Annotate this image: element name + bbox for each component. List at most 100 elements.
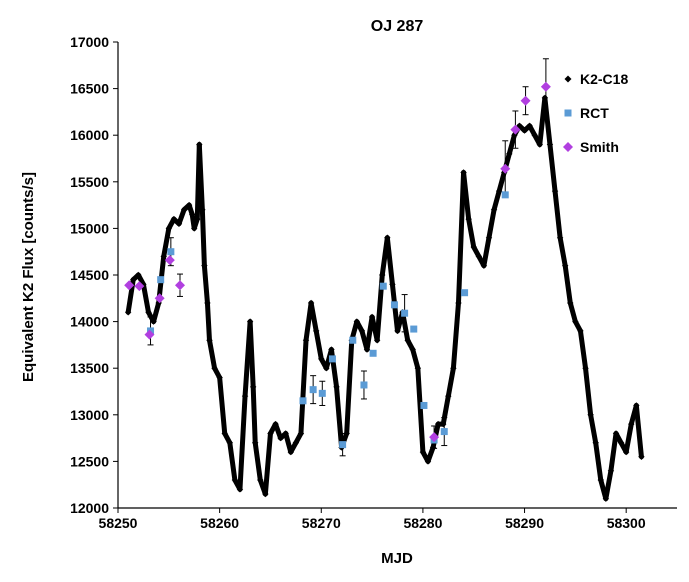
k2-segment bbox=[506, 132, 517, 157]
k2-segment bbox=[623, 421, 634, 455]
k2-segment bbox=[588, 412, 599, 446]
smith-point bbox=[124, 280, 135, 291]
k2-segment bbox=[583, 365, 594, 418]
rct-point bbox=[440, 428, 448, 436]
y-tick-label: 15500 bbox=[70, 174, 109, 190]
legend-marker bbox=[563, 142, 573, 152]
y-tick-label: 16000 bbox=[70, 127, 109, 143]
k2-segment bbox=[557, 235, 568, 269]
rct-point bbox=[339, 441, 347, 449]
smith-point bbox=[540, 81, 551, 92]
smith-point bbox=[164, 255, 175, 266]
plot-area: 12000 12500 13000 13500 14000 14500 15000 15500… bbox=[70, 34, 677, 531]
k2-segment bbox=[247, 319, 256, 390]
smith-point bbox=[144, 329, 155, 340]
k2-segment bbox=[552, 188, 563, 241]
rct-point bbox=[157, 276, 165, 284]
k2-segment bbox=[567, 300, 578, 325]
smith-point bbox=[154, 293, 165, 304]
k2-segment bbox=[410, 347, 421, 371]
k2-segment bbox=[201, 263, 210, 306]
y-tick-label: 14000 bbox=[70, 314, 109, 330]
legend-label: RCT bbox=[580, 105, 609, 121]
k2-segment bbox=[486, 207, 497, 241]
k2-segment bbox=[250, 384, 258, 446]
k2-segment bbox=[633, 402, 644, 460]
k2-segment bbox=[298, 337, 309, 436]
k2-segment bbox=[445, 365, 456, 399]
k2-segment bbox=[328, 347, 340, 390]
rct-point bbox=[401, 309, 409, 317]
x-axis-label: MJD bbox=[381, 550, 413, 567]
k2-segment bbox=[237, 393, 248, 492]
k2-segment bbox=[161, 225, 172, 259]
k2-segment bbox=[140, 281, 151, 315]
k2-segment bbox=[400, 309, 411, 343]
rct-point bbox=[410, 325, 418, 333]
x-tick-label: 58250 bbox=[99, 515, 138, 531]
y-axis-label: Equivalent K2 Flux [counts/s] bbox=[20, 172, 37, 382]
k2-segment bbox=[415, 365, 426, 455]
k2-segment bbox=[455, 169, 467, 306]
smith-point bbox=[174, 280, 185, 291]
smith-point bbox=[520, 95, 531, 106]
k2-segment bbox=[496, 169, 507, 194]
rct-point bbox=[420, 401, 428, 409]
legend-marker bbox=[564, 109, 572, 117]
k2-segment bbox=[481, 235, 492, 269]
k2-segment bbox=[593, 440, 604, 483]
rct-point bbox=[501, 191, 509, 199]
y-tick-label: 13000 bbox=[70, 407, 109, 423]
y-tick-label: 13500 bbox=[70, 360, 109, 376]
chart-title: OJ 287 bbox=[371, 18, 424, 35]
smith-point bbox=[429, 432, 440, 443]
x-tick-label: 58260 bbox=[200, 515, 239, 531]
smith-point bbox=[510, 124, 521, 135]
y-tick-label: 14500 bbox=[70, 267, 109, 283]
k2-segment bbox=[450, 300, 461, 371]
rct-point bbox=[369, 349, 377, 357]
k2-segment bbox=[151, 300, 162, 325]
rct-point bbox=[390, 301, 398, 309]
x-tick-label: 58270 bbox=[302, 515, 341, 531]
rct-point bbox=[167, 248, 175, 256]
k2-segment bbox=[466, 216, 477, 250]
k2-segment bbox=[262, 430, 273, 497]
rct-point bbox=[309, 386, 317, 394]
k2-segment bbox=[491, 188, 502, 213]
k2-segment bbox=[252, 440, 263, 483]
rct-point bbox=[318, 389, 326, 397]
k2-segment bbox=[227, 440, 238, 483]
y-tick-label: 12500 bbox=[70, 453, 109, 469]
k2-segment bbox=[384, 235, 395, 287]
k2-segment bbox=[206, 337, 218, 371]
y-tick-label: 17000 bbox=[70, 34, 109, 50]
x-tick-label: 58300 bbox=[607, 515, 646, 531]
rct-point bbox=[349, 336, 357, 344]
k2-segment bbox=[196, 142, 205, 213]
legend-label: K2-C18 bbox=[580, 71, 628, 87]
k2-segment bbox=[308, 300, 319, 334]
rct-point bbox=[461, 289, 469, 297]
smith-point bbox=[500, 163, 511, 174]
rct-point bbox=[360, 381, 368, 389]
k2-segment bbox=[461, 169, 472, 222]
rct-point bbox=[299, 397, 307, 405]
k2-segment bbox=[603, 468, 614, 502]
legend-label: Smith bbox=[580, 139, 619, 155]
rct-point bbox=[328, 355, 336, 363]
k2-segment bbox=[608, 430, 619, 474]
smith-point bbox=[134, 281, 145, 292]
k2-segment bbox=[199, 207, 207, 269]
k2-segment bbox=[547, 142, 558, 194]
k2-segment bbox=[344, 337, 355, 436]
legend-marker bbox=[564, 75, 572, 83]
x-tick-label: 58280 bbox=[403, 515, 442, 531]
k2-segment bbox=[217, 375, 228, 436]
x-tick-label: 58290 bbox=[505, 515, 544, 531]
rct-point bbox=[379, 282, 387, 290]
k2-segment bbox=[313, 328, 324, 362]
k2-segment bbox=[204, 300, 212, 343]
